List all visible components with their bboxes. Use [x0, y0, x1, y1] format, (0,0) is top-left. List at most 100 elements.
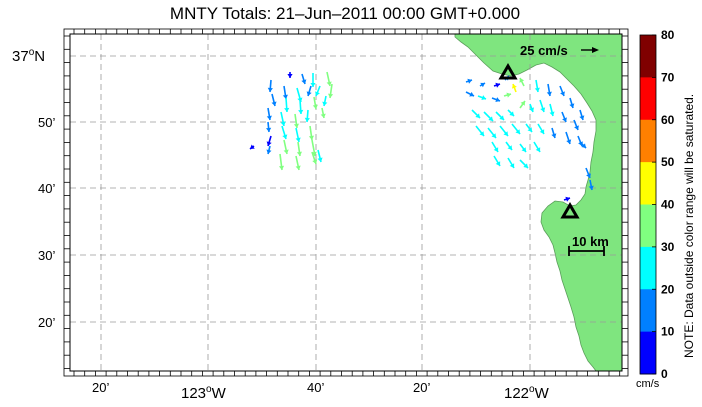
current-vector-arrow [306, 85, 312, 97]
current-vector-arrow [280, 111, 286, 127]
y-tick-30: 30’ [38, 248, 55, 263]
map-outer-frame [63, 28, 629, 377]
frame-ticks [64, 29, 628, 376]
current-vector-arrow [301, 73, 307, 85]
colorbar-tick-label: 80 [661, 28, 675, 42]
y-axis-labels: 37oN 50’ 40’ 30’ 20’ [12, 47, 55, 330]
current-vector-arrow [561, 111, 567, 123]
colorbar-block [640, 35, 656, 78]
current-vector-arrow [495, 111, 505, 121]
x-axis-labels: 20’ 123oW 40’ 20’ 122oW [92, 380, 550, 402]
current-vector-arrow [519, 77, 525, 87]
map-title: MNTY Totals: 21–Jun–2011 00:00 GMT+0.000 [169, 4, 521, 23]
current-vector-arrow [271, 93, 277, 107]
current-vector-arrow [304, 109, 310, 123]
colorbar-block [640, 162, 656, 205]
current-vector-arrow [493, 82, 501, 88]
current-vector-arrow [533, 141, 541, 153]
map-frame [69, 33, 623, 372]
current-vector-arrow [491, 97, 501, 103]
colorbar-block [640, 77, 656, 121]
current-vector-arrow [266, 121, 272, 133]
current-vector-arrow [579, 141, 587, 149]
current-vector-arrow [249, 144, 255, 150]
colorbar-tick-label: 40 [661, 198, 675, 212]
current-vector-arrow [282, 85, 288, 100]
land-area [454, 33, 623, 372]
y-tick-37n: 37oN [12, 47, 45, 65]
current-vector-arrow [511, 83, 517, 93]
colorbar-block [640, 246, 656, 290]
x-tick-40: 40’ [307, 380, 324, 395]
y-tick-20: 20’ [38, 315, 55, 330]
current-vector-arrow [519, 100, 526, 109]
current-vector-arrow [465, 78, 473, 84]
triangle-site-icon [560, 202, 580, 219]
current-vector-arrow [549, 103, 555, 117]
x-tick-122w: 122oW [504, 384, 550, 402]
current-vector-arrow [588, 179, 594, 191]
current-vector-arrow [296, 87, 303, 103]
colorbar-tick-label: 30 [661, 240, 675, 254]
current-vector-arrow [283, 139, 289, 155]
current-vector-arrow [266, 107, 272, 121]
colorbar-tick-label: 50 [661, 155, 675, 169]
map-background [70, 34, 625, 371]
current-vector-arrow [529, 103, 535, 113]
current-vector-arrow [465, 91, 475, 97]
current-vector-arrow [308, 125, 315, 141]
current-vector-arrow [507, 157, 515, 169]
current-vector-arrow [569, 97, 575, 109]
colorbar-tick-label: 60 [661, 113, 675, 127]
scale-bar [568, 246, 605, 256]
current-vector-arrow [579, 109, 585, 121]
current-vector-arrow [491, 141, 499, 153]
current-vector-arrow [327, 83, 334, 99]
y-tick-40: 40’ [38, 181, 55, 196]
colorbar-note: NOTE: Data outside color range will be s… [682, 94, 696, 358]
colorbar-unit: cm/s [636, 378, 660, 390]
colorbar-block [640, 289, 656, 333]
current-vector-arrow [293, 113, 300, 129]
current-vector-arrow [310, 73, 316, 87]
current-vectors [249, 71, 594, 202]
colorbar-blocks [640, 35, 656, 375]
current-vector-arrow [519, 143, 527, 153]
current-vector-arrow [525, 123, 533, 133]
x-tick-20-right: 20’ [413, 380, 430, 395]
current-vector-arrow [267, 79, 273, 93]
current-vector-arrow [281, 125, 288, 140]
radar-site-south [560, 202, 580, 219]
colorbar-block [640, 331, 656, 375]
current-vector-arrow [546, 83, 552, 97]
current-vector-arrow [278, 153, 285, 171]
colorbar-tick-label: 20 [661, 282, 675, 296]
current-vector-arrow [475, 125, 485, 137]
current-vector-arrow [499, 125, 509, 137]
current-vector-arrow [266, 135, 272, 147]
current-vector-arrow [298, 99, 304, 115]
current-vector-arrow [311, 151, 318, 165]
colorbar-ticks: 80 70 60 50 40 30 20 10 0 [652, 28, 675, 381]
current-vector-arrow [585, 167, 591, 179]
radar-site-north [498, 63, 518, 80]
current-vector-arrow [296, 141, 303, 157]
colorbar-tick-label: 10 [661, 325, 675, 339]
current-vector-arrow [487, 127, 497, 139]
current-vector-arrow [573, 119, 579, 131]
current-vector-arrow [507, 109, 515, 117]
current-vector-arrow [551, 127, 557, 139]
scale-arrow-label: 25 cm/s [520, 43, 568, 58]
current-vector-arrow [287, 72, 293, 78]
current-vector-arrow [317, 149, 323, 163]
current-vector-arrow [503, 92, 512, 98]
current-vector-arrow [295, 155, 301, 171]
triangle-site-icon [498, 63, 518, 80]
current-vector-arrow [322, 95, 328, 107]
current-vector-arrow [477, 95, 487, 101]
current-vector-arrow [539, 99, 546, 113]
current-vector-arrow [266, 145, 272, 155]
x-tick-20-left: 20’ [92, 380, 109, 395]
current-vector-arrow [326, 71, 332, 87]
